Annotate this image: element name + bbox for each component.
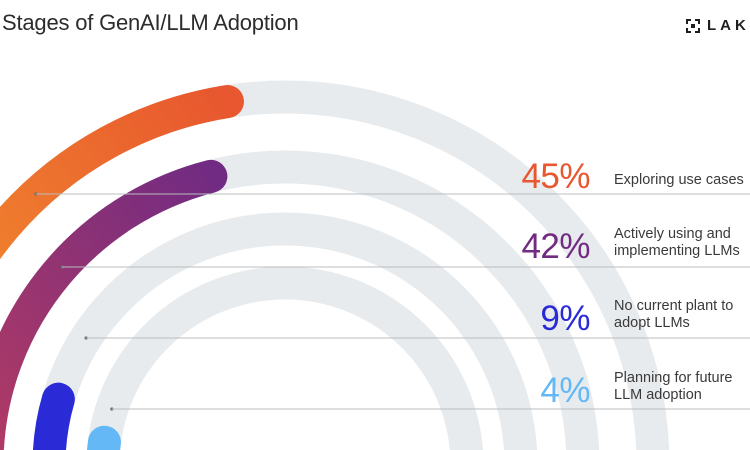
value-arc-2: [32, 382, 75, 450]
category-label-2: No current plant to adopt LLMs: [614, 298, 734, 331]
track-ring-3: [87, 266, 483, 450]
value-label-1: 42%: [521, 227, 590, 266]
category-label-1: Actively using and implementing LLMs: [614, 226, 740, 259]
category-label-3: Planning for future LLM adoption: [614, 370, 733, 403]
value-arc-1: [0, 159, 228, 450]
chart-title: Stages of GenAI/LLM Adoption: [2, 10, 299, 35]
category-label-0: Exploring use cases: [614, 172, 744, 188]
value-label-0: 45%: [521, 157, 590, 196]
brand-logo: LAKE: [686, 17, 750, 34]
track-ring-2: [32, 212, 538, 450]
track-ring-0: [0, 80, 670, 450]
value-label-2: 9%: [540, 299, 590, 338]
lakera-logo-icon: [686, 18, 700, 33]
logo-text: LAKE: [707, 17, 750, 34]
value-label-3: 4%: [540, 371, 590, 410]
value-arc-3: [87, 425, 121, 450]
value-arc-0: [0, 85, 244, 260]
